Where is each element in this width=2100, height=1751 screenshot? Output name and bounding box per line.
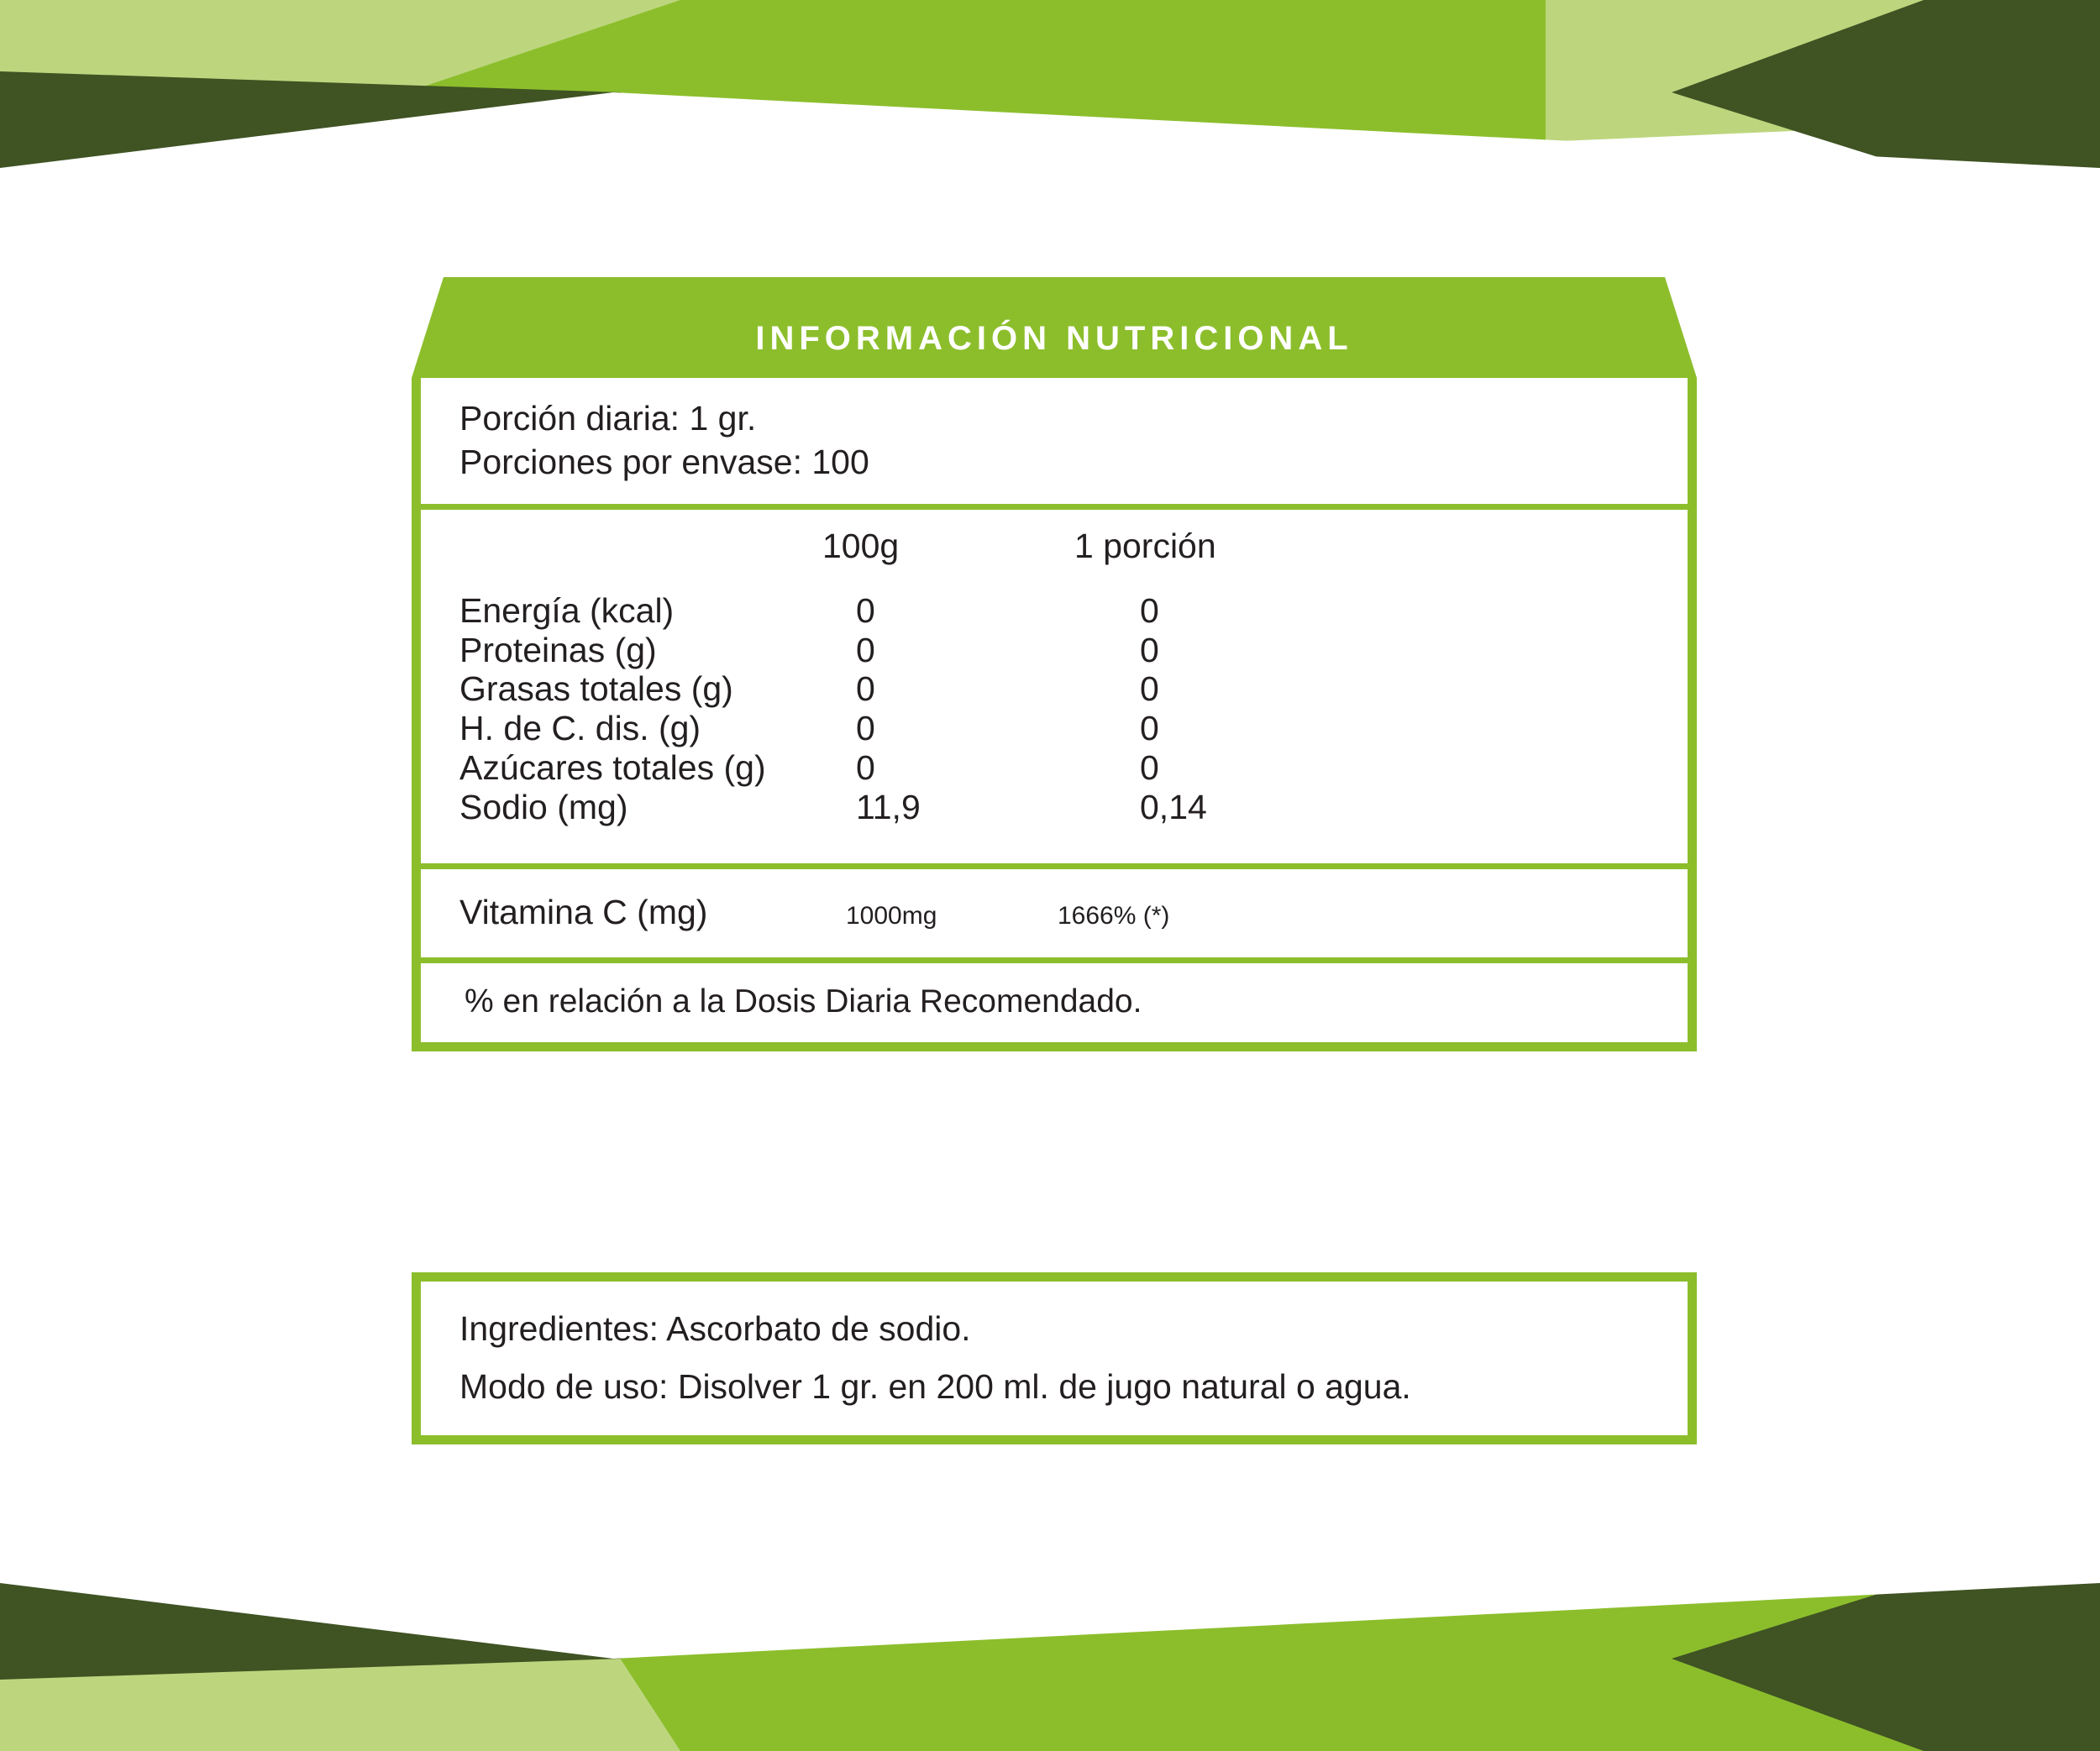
portions-per-container-label: Porciones por envase: 100 (459, 443, 869, 482)
nutrient-value-portion: 0 (1140, 630, 1159, 669)
nutrient-value-100g: 0 (856, 590, 875, 630)
footnote-section: % en relación a la Dosis Diaria Recomend… (421, 963, 1688, 1042)
nutrition-table: 100g 1 porción Energía (kcal) 0 0 Protei… (421, 510, 1688, 870)
nutrient-value-100g: 0 (856, 669, 875, 709)
vitamin-value-100g: 1000mg (846, 902, 937, 931)
table-header-row: 100g 1 porción (421, 527, 1688, 591)
table-row: Grasas totales (g) 0 0 (421, 669, 1688, 709)
footnote-text: % en relación a la Dosis Diaria Recomend… (465, 983, 1142, 1020)
ingredients-box: Ingredientes: Ascorbato de sodio. Modo d… (412, 1272, 1697, 1444)
deco-shape-mid-top-left (374, 0, 1546, 206)
deco-shape-dark-top-right (1672, 0, 2100, 227)
portion-daily-label: Porción diaria: 1 gr. (459, 399, 757, 438)
ingredients-line: Ingredientes: Ascorbato de sodio. (459, 1309, 971, 1348)
column-header-100g: 100g (822, 527, 900, 566)
nutrient-value-100g: 0 (856, 630, 875, 669)
nutrient-value-portion: 0 (1140, 747, 1159, 787)
nutrient-value-portion: 0 (1140, 590, 1159, 630)
deco-shape-light-top (0, 0, 2100, 164)
table-row: Energía (kcal) 0 0 (421, 591, 1688, 631)
deco-shape-white-bottom (0, 1524, 2100, 1659)
nutrient-name: Proteinas (g) (459, 630, 657, 669)
table-row: H. de C. dis. (g) 0 0 (421, 709, 1688, 748)
decorative-bottom-graphic (0, 1524, 2100, 1751)
nutrient-value-portion: 0 (1140, 669, 1159, 709)
nutrition-label-body: Porción diaria: 1 gr. Porciones por enva… (412, 378, 1697, 1052)
nutrient-name: Azúcares totales (g) (459, 747, 766, 787)
deco-shape-white-top (0, 92, 2100, 227)
nutrient-value-portion: 0,14 (1140, 787, 1207, 826)
deco-shape-dark-bottom-right (1672, 1524, 2100, 1751)
table-row: Vitamina C (mg) 1000mg 1666% (*) (421, 869, 1688, 957)
nutrient-name: Sodio (mg) (459, 787, 628, 826)
nutrient-value-100g: 11,9 (856, 787, 921, 826)
nutrition-label-header: INFORMACIÓN NUTRICIONAL (412, 277, 1697, 378)
page-title: INFORMACIÓN NUTRICIONAL (755, 319, 1353, 357)
vitamin-value-portion: 1666% (*) (1058, 902, 1170, 931)
table-row: Proteinas (g) 0 0 (421, 631, 1688, 670)
usage-instructions-line: Modo de uso: Disolver 1 gr. en 200 ml. d… (459, 1367, 1411, 1407)
deco-shape-dark-top-left (0, 71, 622, 227)
header-trapezoid-shape (412, 277, 1697, 378)
nutrient-value-100g: 0 (856, 709, 875, 748)
deco-shape-dark-bottom-left (0, 1524, 622, 1680)
table-row: Azúcares totales (g) 0 0 (421, 748, 1688, 788)
servings-section: Porción diaria: 1 gr. Porciones por enva… (421, 378, 1688, 511)
nutrient-name: H. de C. dis. (g) (459, 709, 701, 748)
deco-shape-light-bottom (0, 1587, 2100, 1751)
nutrition-label-panel: INFORMACIÓN NUTRICIONAL Porción diaria: … (412, 277, 1697, 1052)
nutrient-value-100g: 0 (856, 747, 875, 787)
nutrient-value-portion: 0 (1140, 709, 1159, 748)
deco-shape-mid-bottom (613, 1545, 2100, 1751)
nutrient-name: Grasas totales (g) (459, 669, 733, 709)
vitamin-section: Vitamina C (mg) 1000mg 1666% (*) (421, 869, 1688, 964)
table-row: Sodio (mg) 11,9 0,14 (421, 788, 1688, 827)
column-header-portion: 1 porción (1074, 527, 1216, 566)
decorative-top-graphic (0, 0, 2100, 227)
nutrient-name: Energía (kcal) (459, 590, 675, 630)
vitamin-name: Vitamina C (mg) (459, 893, 708, 932)
